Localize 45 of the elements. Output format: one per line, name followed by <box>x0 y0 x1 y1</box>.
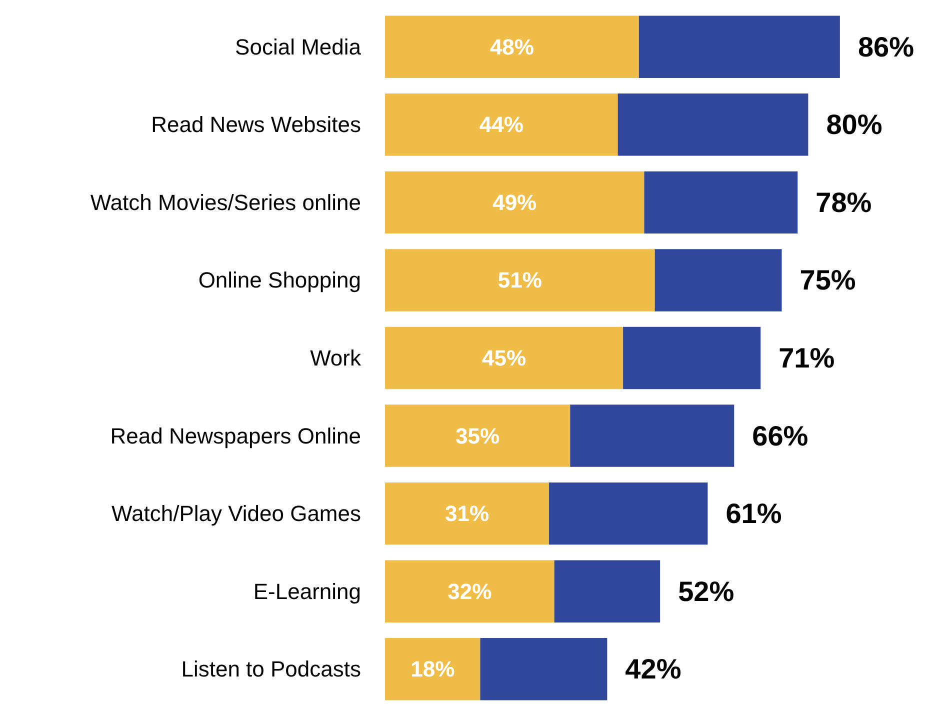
data-label: 35% <box>456 423 500 448</box>
data-label: 51% <box>498 268 542 293</box>
bar <box>654 249 782 312</box>
bar <box>554 560 660 622</box>
bar <box>548 482 708 545</box>
total-label: 80% <box>826 109 882 140</box>
data-label: 31% <box>444 501 490 526</box>
y-tick-label: Social Media <box>235 34 362 60</box>
bar <box>385 482 549 545</box>
bar <box>480 638 608 700</box>
bar <box>638 16 840 78</box>
bar <box>385 404 570 467</box>
total-label: 52% <box>678 576 734 607</box>
total-label: 66% <box>752 420 808 452</box>
bar <box>385 326 624 390</box>
data-label: 44% <box>479 112 524 138</box>
data-label: 18% <box>410 656 455 682</box>
bar <box>385 249 655 312</box>
data-label: 48% <box>490 34 534 60</box>
y-tick-label: E-Learning <box>253 578 361 604</box>
total-label: 71% <box>778 342 835 374</box>
y-tick-label: Watch/Play Video Games <box>112 501 361 526</box>
bar <box>385 171 644 234</box>
bar <box>385 16 639 78</box>
data-label: 49% <box>492 190 537 215</box>
y-tick-label: Listen to Podcasts <box>181 656 361 682</box>
bar <box>385 560 554 622</box>
total-label: 42% <box>625 654 682 685</box>
data-label: 45% <box>482 346 526 370</box>
y-tick-label: Read Newspapers Online <box>110 423 361 448</box>
bar <box>570 404 734 467</box>
total-label: 61% <box>726 498 782 530</box>
data-label: 32% <box>448 578 492 604</box>
y-tick-label: Watch Movies/Series online <box>90 190 361 215</box>
y-tick-label: Online Shopping <box>198 268 361 293</box>
bar <box>385 638 480 700</box>
total-label: 78% <box>816 186 872 218</box>
y-tick-label: Work <box>310 346 362 370</box>
bar <box>644 171 798 234</box>
bar <box>618 94 808 156</box>
total-label: 75% <box>800 264 856 296</box>
total-label: 86% <box>858 31 914 62</box>
bar <box>385 94 618 156</box>
y-tick-label: Read News Websites <box>151 112 361 138</box>
bar <box>623 326 761 390</box>
